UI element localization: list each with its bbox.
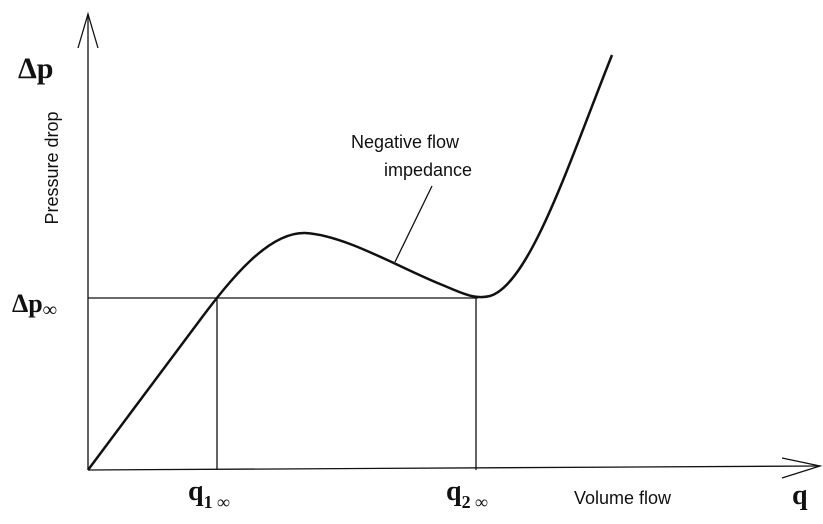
subscript: 2 ∞ — [462, 492, 488, 512]
axes — [77, 11, 823, 479]
y-label: Pressure drop — [42, 111, 62, 224]
y-arrow — [77, 11, 99, 49]
annotation-leader — [394, 185, 433, 263]
subscript: 1 ∞ — [204, 492, 230, 512]
annotation-line: Negative flow — [351, 132, 460, 152]
symbol: q — [446, 476, 462, 507]
q2: q2 ∞ — [446, 476, 488, 512]
x-arrow — [781, 457, 823, 479]
symbol: q — [188, 476, 204, 507]
x-symbol: q — [792, 480, 808, 511]
q1: q1 ∞ — [188, 476, 230, 512]
subscript: ∞ — [43, 299, 57, 321]
x-label: Volume flow — [574, 488, 672, 508]
y-symbol: Δp — [18, 52, 54, 85]
x-axis — [87, 465, 821, 471]
dp-inf: Δp∞ — [12, 289, 57, 321]
symbol: Δp — [12, 289, 43, 318]
annotation-line: impedance — [384, 160, 472, 180]
curve — [86, 54, 614, 471]
